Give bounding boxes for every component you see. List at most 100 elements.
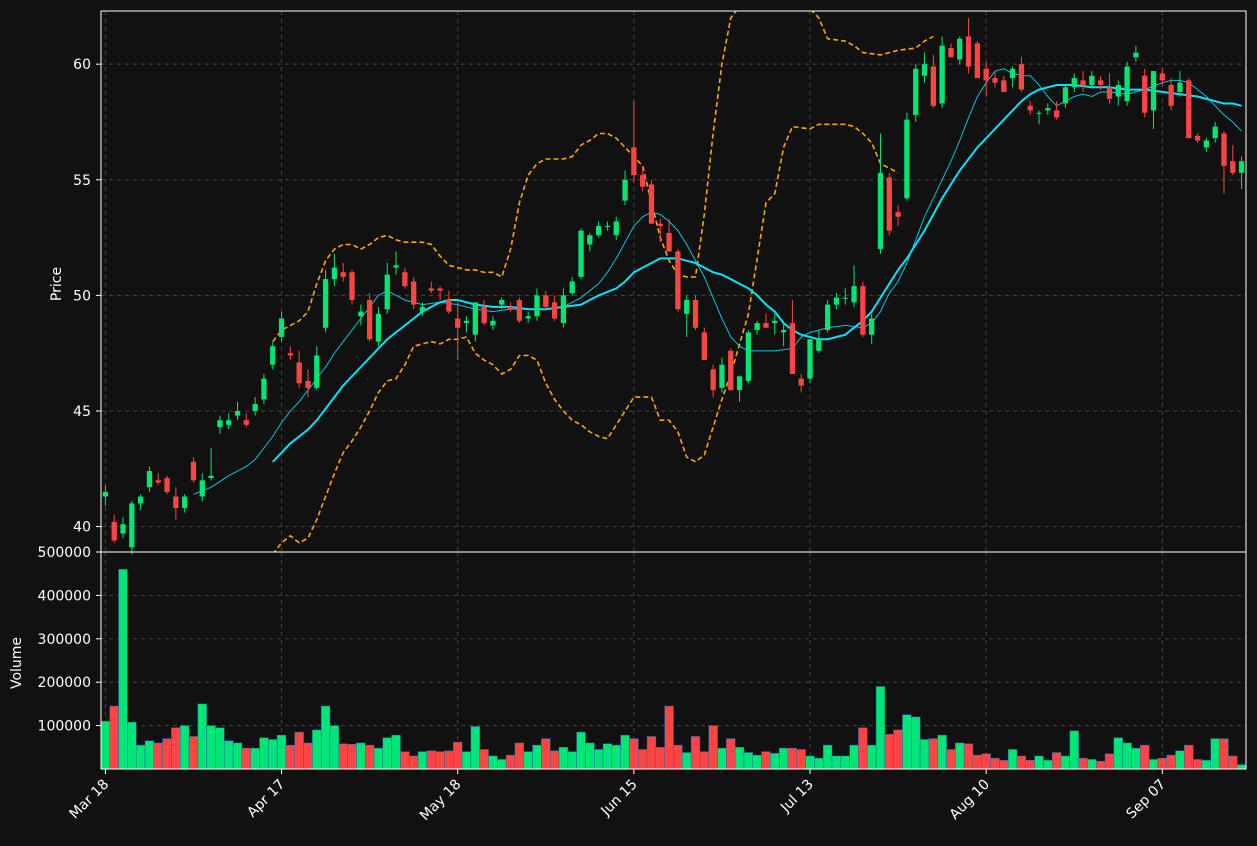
volume-bar bbox=[197, 703, 207, 770]
volume-bar bbox=[928, 738, 938, 770]
volume-bar bbox=[638, 749, 648, 770]
volume-tick-label: 100000 bbox=[38, 719, 91, 735]
candle-body bbox=[366, 299, 373, 340]
bollinger-bands bbox=[272, 11, 934, 552]
volume-bar bbox=[391, 734, 401, 770]
volume-bar bbox=[699, 751, 709, 770]
volume-bar bbox=[188, 736, 199, 770]
volume-bar bbox=[329, 725, 340, 770]
volume-bar bbox=[1236, 764, 1247, 770]
volume-bar bbox=[1210, 738, 1220, 770]
candle-body bbox=[957, 38, 963, 60]
candle-body bbox=[437, 288, 443, 291]
candle-body bbox=[560, 295, 567, 324]
volume-bar bbox=[1113, 737, 1123, 770]
candle-body bbox=[226, 420, 232, 425]
candle-body bbox=[305, 380, 311, 388]
volume-bar bbox=[558, 747, 569, 770]
volume-bar bbox=[224, 740, 234, 770]
candle-body bbox=[675, 251, 681, 310]
candle-body bbox=[1080, 80, 1086, 85]
volume-bar bbox=[867, 744, 877, 770]
candle-body bbox=[974, 43, 981, 79]
candle-body bbox=[1053, 110, 1060, 118]
volume-bar bbox=[875, 686, 886, 770]
volume-bar bbox=[884, 734, 894, 770]
volume-bar bbox=[1201, 760, 1212, 770]
volume-bar bbox=[576, 731, 586, 770]
candle-body bbox=[877, 172, 884, 250]
volume-bar bbox=[1166, 754, 1176, 770]
candle-body bbox=[102, 491, 109, 497]
volume-bar bbox=[268, 739, 278, 770]
candle-body bbox=[190, 461, 197, 481]
volume-bar bbox=[1192, 759, 1203, 770]
candle-body bbox=[137, 496, 144, 504]
candle-body bbox=[314, 355, 320, 388]
volume-bar bbox=[276, 734, 287, 770]
candle-body bbox=[340, 272, 346, 277]
candle-body bbox=[992, 78, 998, 83]
volume-bar bbox=[955, 742, 965, 770]
candle-body bbox=[349, 272, 355, 300]
candle-body bbox=[1018, 64, 1025, 90]
candle-body bbox=[428, 288, 434, 291]
candle-body bbox=[666, 232, 672, 252]
volume-bar bbox=[1184, 744, 1194, 770]
candle-body bbox=[278, 318, 285, 337]
volume-bar bbox=[1228, 755, 1238, 770]
candle-body bbox=[780, 330, 787, 333]
volume-bar bbox=[153, 742, 163, 770]
bollinger-lower-line bbox=[273, 123, 899, 552]
volume-tick-label: 300000 bbox=[38, 632, 91, 648]
candle-body bbox=[499, 299, 505, 305]
candle-body bbox=[631, 147, 637, 176]
candle-body bbox=[930, 66, 936, 106]
candle-body bbox=[287, 353, 294, 356]
volume-bar bbox=[400, 751, 410, 770]
volume-bar bbox=[805, 755, 815, 770]
candle-body bbox=[745, 332, 752, 381]
candle-body bbox=[1133, 52, 1139, 58]
candle-body bbox=[595, 226, 602, 236]
candle-body bbox=[446, 299, 452, 312]
volume-bar bbox=[1087, 759, 1097, 770]
volume-bar bbox=[682, 752, 692, 770]
volume-bar bbox=[734, 747, 745, 770]
volume-bar bbox=[532, 744, 542, 770]
volume-bar bbox=[717, 747, 727, 770]
volume-bar bbox=[144, 740, 155, 770]
candle-body bbox=[402, 272, 408, 287]
volume-bar bbox=[999, 760, 1009, 770]
volume-tick-label: 500000 bbox=[38, 545, 91, 561]
volume-bar bbox=[673, 744, 683, 770]
volume-bar bbox=[118, 569, 128, 770]
volume-bar bbox=[171, 727, 181, 770]
candle-body bbox=[824, 304, 831, 331]
candle-body bbox=[1194, 135, 1201, 141]
volume-bar bbox=[1219, 738, 1229, 770]
volume-bar bbox=[911, 716, 921, 770]
candle-body bbox=[1186, 80, 1192, 139]
price-tick-label: 50 bbox=[73, 288, 91, 304]
volume-bar bbox=[250, 747, 260, 770]
candle-body bbox=[1150, 71, 1157, 111]
candle-body bbox=[1177, 82, 1183, 92]
candle-body bbox=[851, 286, 857, 303]
candle-body bbox=[1001, 80, 1007, 92]
volume-axis-label: Volume bbox=[9, 637, 25, 689]
volume-axis-ticks: 100000 200000 300000 400000 500000 bbox=[38, 545, 101, 735]
volume-bar bbox=[1060, 755, 1071, 770]
volume-bar bbox=[444, 750, 454, 770]
volume-bar bbox=[285, 744, 296, 770]
volume-bars bbox=[100, 569, 1247, 770]
volume-bar bbox=[690, 736, 701, 770]
candle-body bbox=[217, 420, 223, 428]
volume-bar bbox=[453, 741, 463, 770]
volume-bar bbox=[1016, 755, 1027, 770]
candle-body bbox=[684, 299, 690, 314]
volume-bar bbox=[1104, 753, 1115, 770]
volume-bar bbox=[1069, 730, 1079, 770]
volume-bar bbox=[814, 757, 824, 770]
